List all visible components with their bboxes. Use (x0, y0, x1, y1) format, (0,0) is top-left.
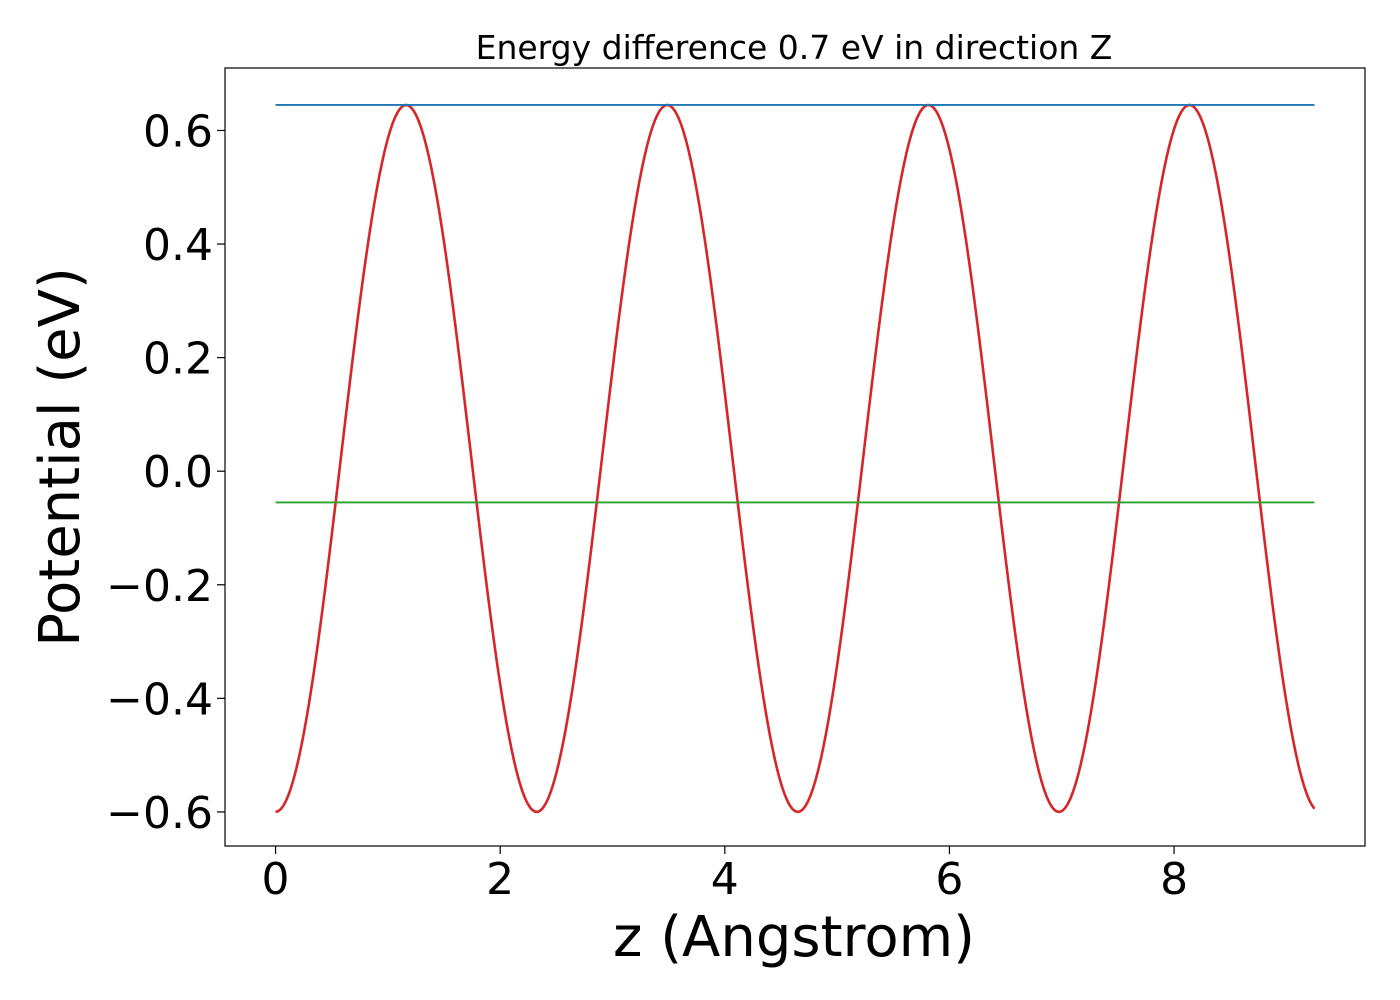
series-layer (275, 103, 1316, 814)
series-line-0 (275, 103, 1316, 814)
x-tick-label: 8 (1160, 854, 1188, 905)
x-axis-label: z (Angstrom) (613, 905, 975, 970)
y-tick-label: 0.2 (143, 334, 213, 385)
chart-title: Energy difference 0.7 eV in direction Z (476, 28, 1113, 67)
y-tick-label: 0.4 (143, 220, 213, 271)
y-tick-label: −0.4 (106, 674, 213, 725)
y-axis: −0.6 −0.4 −0.2 0.0 0.2 0.4 0.6 (106, 106, 225, 839)
y-tick-label: −0.2 (106, 561, 213, 612)
x-tick-label: 0 (262, 854, 290, 905)
y-tick-label: 0.6 (143, 106, 213, 157)
y-tick-label: −0.6 (106, 788, 213, 839)
y-tick-label: 0.0 (143, 447, 213, 498)
x-axis: 0 2 4 6 8 (262, 846, 1188, 905)
y-axis-label: Potential (eV) (28, 267, 93, 647)
x-tick-label: 6 (935, 854, 963, 905)
plot-frame (224, 67, 1366, 847)
x-tick-label: 2 (486, 854, 514, 905)
x-tick-label: 4 (711, 854, 739, 905)
